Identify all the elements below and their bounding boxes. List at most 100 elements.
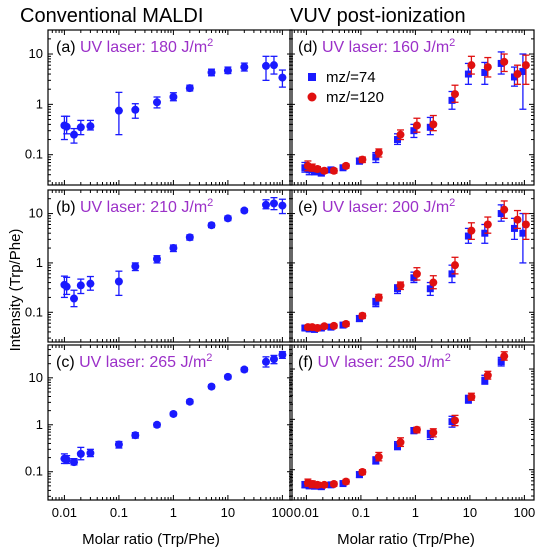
data-layer bbox=[301, 351, 509, 491]
data-point-circle bbox=[131, 431, 140, 440]
data-point-circle bbox=[261, 357, 270, 366]
panel-letter: (b) bbox=[56, 199, 80, 216]
data-point-circle bbox=[358, 467, 367, 476]
data-point-circle bbox=[320, 322, 329, 331]
legend-label: mz/=74 bbox=[326, 69, 376, 86]
data-point-circle bbox=[62, 455, 71, 464]
data-point-square bbox=[497, 210, 505, 218]
data-point-circle bbox=[169, 92, 178, 101]
data-point-circle bbox=[114, 277, 123, 286]
data-point-circle bbox=[374, 452, 383, 461]
data-point-circle bbox=[185, 397, 194, 406]
data-point-circle bbox=[240, 63, 249, 72]
data-point-circle bbox=[261, 200, 270, 209]
y-tick-label: 1 bbox=[36, 96, 43, 111]
data-point-circle bbox=[513, 215, 522, 224]
data-point-circle bbox=[412, 269, 421, 278]
data-point-circle bbox=[86, 279, 95, 288]
right-column-title: VUV post-ionization bbox=[290, 5, 466, 27]
laser-fluence: UV laser: 210 J/m bbox=[80, 199, 207, 216]
data-layer bbox=[301, 200, 530, 333]
x-axis-label-left: Molar ratio (Trp/Phe) bbox=[82, 531, 220, 548]
data-point-circle bbox=[313, 324, 322, 333]
data-point-circle bbox=[131, 262, 140, 271]
data-point-circle bbox=[320, 166, 329, 175]
data-point-circle bbox=[329, 166, 338, 175]
data-point-circle bbox=[450, 261, 459, 270]
fluence-superscript: 2 bbox=[207, 197, 213, 209]
data-point-square bbox=[393, 285, 401, 293]
data-point-square bbox=[497, 358, 505, 366]
panel-letter: (a) bbox=[56, 39, 80, 56]
data-point-circle bbox=[483, 220, 492, 229]
data-point-circle bbox=[329, 321, 338, 330]
data-point-square bbox=[410, 274, 418, 282]
data-point-circle bbox=[207, 221, 216, 230]
x-tick-label: 0.01 bbox=[294, 505, 319, 520]
fluence-superscript: 2 bbox=[207, 37, 213, 49]
panel-annotation: (f) UV laser: 250 J/m2 bbox=[298, 352, 451, 371]
data-point-circle bbox=[86, 449, 95, 458]
data-point-circle bbox=[269, 61, 278, 70]
data-layer bbox=[60, 196, 287, 308]
data-point-circle bbox=[152, 420, 161, 429]
data-point-circle bbox=[358, 155, 367, 164]
laser-fluence: UV laser: 160 J/m bbox=[322, 39, 449, 56]
x-tick-label: 0.1 bbox=[352, 505, 370, 520]
data-point-circle bbox=[278, 350, 287, 359]
data-point-circle bbox=[313, 164, 322, 173]
data-point-circle bbox=[114, 440, 123, 449]
data-layer bbox=[60, 350, 287, 467]
data-point-square bbox=[481, 68, 489, 76]
data-point-circle bbox=[185, 84, 194, 93]
data-point-circle bbox=[62, 122, 71, 131]
fluence-superscript: 2 bbox=[449, 37, 455, 49]
data-point-circle bbox=[70, 458, 79, 467]
data-point-circle bbox=[374, 148, 383, 157]
data-point-square bbox=[393, 442, 401, 450]
y-tick-label: 0.1 bbox=[25, 147, 43, 162]
data-point-circle bbox=[412, 121, 421, 130]
data-point-circle bbox=[396, 130, 405, 139]
data-point-circle bbox=[70, 294, 79, 303]
data-point-circle bbox=[483, 63, 492, 72]
data-point-circle bbox=[396, 438, 405, 447]
data-point-circle bbox=[62, 282, 71, 291]
data-point-circle bbox=[450, 90, 459, 99]
data-point-circle bbox=[467, 392, 476, 401]
data-point-square bbox=[426, 123, 434, 131]
data-point-square bbox=[510, 73, 518, 81]
data-point-circle bbox=[320, 480, 329, 489]
fluence-superscript: 2 bbox=[445, 352, 451, 364]
data-point-circle bbox=[374, 293, 383, 302]
data-point-circle bbox=[521, 61, 530, 70]
panel-annotation: (c) UV laser: 265 J/m2 bbox=[56, 352, 212, 371]
data-point-square bbox=[481, 376, 489, 384]
y-tick-label: 1 bbox=[36, 417, 43, 432]
data-point-circle bbox=[358, 311, 367, 320]
data-layer bbox=[60, 55, 287, 144]
data-point-circle bbox=[429, 120, 438, 129]
data-point-circle bbox=[223, 66, 232, 75]
panel-a: 0.1 1 10 (a) UV laser: 180 J/m2 bbox=[25, 29, 293, 186]
panel-e: (e) UV laser: 200 J/m2 bbox=[289, 189, 535, 343]
data-point-circle bbox=[152, 98, 161, 107]
x-tick-label: 1 bbox=[170, 505, 177, 520]
panel-annotation: (b) UV laser: 210 J/m2 bbox=[56, 197, 213, 216]
data-point-circle bbox=[500, 205, 509, 214]
data-point-circle bbox=[278, 201, 287, 210]
data-point-circle bbox=[429, 278, 438, 287]
data-point-circle bbox=[114, 106, 123, 115]
data-point-circle bbox=[76, 449, 85, 458]
data-point-circle bbox=[429, 428, 438, 437]
x-axis-label-right: Molar ratio (Trp/Phe) bbox=[337, 531, 475, 548]
x-tick-label: 0.1 bbox=[110, 505, 128, 520]
y-tick-label: 0.1 bbox=[25, 304, 43, 319]
data-point-circle bbox=[240, 206, 249, 215]
data-point-circle bbox=[450, 416, 459, 425]
data-point-circle bbox=[223, 372, 232, 381]
x-tick-label: 1 bbox=[412, 505, 419, 520]
data-point-circle bbox=[86, 122, 95, 131]
x-tick-label: 100 bbox=[514, 505, 536, 520]
